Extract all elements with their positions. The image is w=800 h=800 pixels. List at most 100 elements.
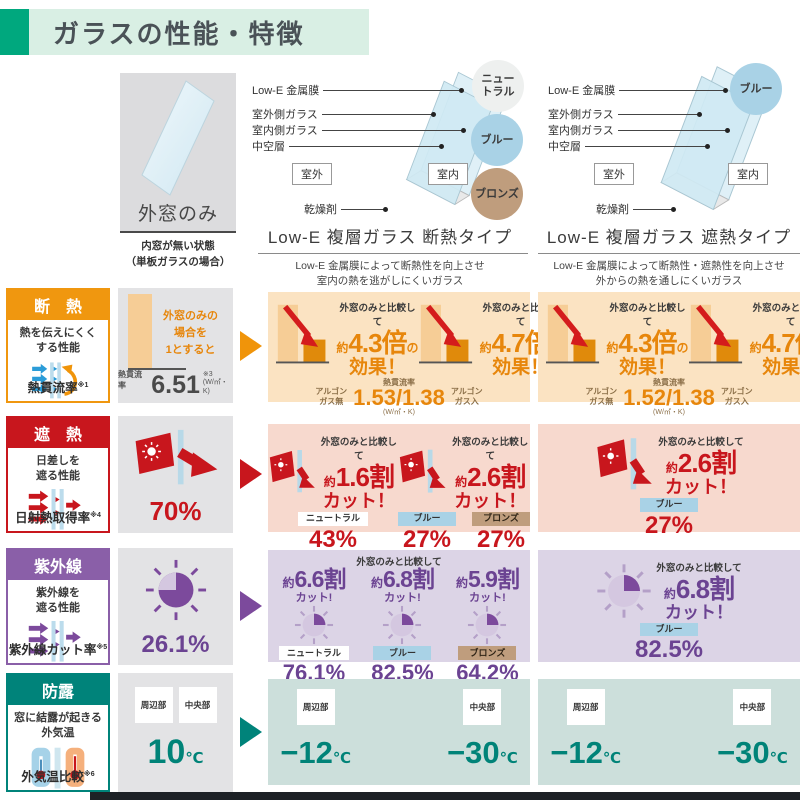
label-desiccant: 乾燥剤 (596, 201, 676, 217)
shgc-value: 27% (476, 525, 526, 553)
perimeter-label: 周辺部 (296, 689, 335, 725)
outside-box: 室外 (292, 163, 332, 185)
compare-label: 外窓のみと比較して (752, 303, 800, 328)
effect-groups: 外窓のみと比較して 約4.3倍の 効果！ 外窓のみと比較して 約4.7倍の 効果… (546, 300, 800, 379)
label-lowe-film: Low-E 金属膜 (548, 82, 728, 98)
unit-label: (W/㎡・K) (653, 408, 685, 416)
uv-cut-value: 64.2% (456, 659, 519, 685)
category-metric: 日射熱取得率※4 (15, 511, 101, 525)
cut-value: 約1.6割 (323, 462, 395, 492)
center-label: 中央部 (733, 689, 772, 725)
dew-temp: −30 (447, 735, 500, 770)
u-values: 1.52/1.38 (623, 384, 715, 410)
divider (538, 253, 800, 254)
leader-line (633, 206, 676, 212)
header-accent-square (0, 9, 29, 55)
uv-sun-pie-icon (468, 606, 507, 645)
leader-line (289, 143, 444, 149)
uv-sun-pie-icon (294, 606, 334, 645)
legend-blue: ブルー (471, 114, 523, 166)
effect-value: 約4.7倍の (749, 328, 800, 358)
category-desc: 日差しを 遮る性能 (36, 455, 80, 483)
baseline-note-line1: 内窓が無い状態 (141, 240, 215, 252)
u-value: 6.51 (151, 370, 200, 399)
compare-label: 外窓のみと比較して (656, 563, 742, 574)
u-value-line: アルゴン ガス無 熱貫流率 1.53/1.38 (W/㎡・K) アルゴン ガス入 (276, 377, 522, 416)
shgc-value: 27% (402, 525, 452, 553)
metric-label: 熱貫流率 (383, 377, 415, 387)
sun-arrow-glass-icon (135, 429, 217, 485)
leader-line (617, 111, 703, 117)
label-air-layer: 中空層 (252, 138, 444, 154)
bar-comparison-icon (419, 304, 473, 364)
cut-value: 約2.6割 (665, 448, 737, 478)
compare-label: 外窓のみと比較して (609, 303, 686, 328)
single-glass-icon (141, 80, 215, 196)
perimeter-label: 周辺部 (134, 687, 173, 723)
baseline-caption: 外窓のみの 場合を 1とすると (163, 310, 218, 357)
category-desc: 熱を伝えにくく する性能 (19, 327, 97, 355)
legend-bronze: ブロンズ (471, 168, 523, 220)
cut-word: カット！ (322, 491, 395, 511)
bar-comparison-icon (276, 304, 330, 364)
panel-insulation-type2: 外窓のみと比較して 約4.3倍の 効果！ 外窓のみと比較して 約4.7倍の 効果… (538, 292, 800, 416)
uv-item-bronze: 約5.9割 カット! ブロンズ 64.2% (455, 566, 520, 685)
dew-perimeter: 周辺部 −12℃ (550, 689, 621, 785)
chip-bronze: ブロンズ (472, 511, 530, 526)
baseline-glass-card: 外窓のみ 内窓が無い状態 （単板ガラスの場合） (120, 73, 236, 271)
uv-cut-value: 82.5% (634, 636, 704, 664)
effect-word: 効果！ (762, 357, 800, 378)
effect-item: 外窓のみと比較して 約4.3倍の 効果！ (276, 300, 419, 379)
page-title: ガラスの性能・特徴 (53, 18, 305, 49)
effect-item: 外窓のみと比較して 約4.7倍の 効果！ (689, 300, 800, 379)
sun-arrow-glass-icon (269, 449, 315, 493)
product1-title: Low-E 複層ガラス 断熱タイプ (267, 228, 513, 247)
cut-word: カット! (295, 592, 333, 604)
argon-with-label: アルゴン ガス入 (720, 387, 753, 407)
chip-blue: ブルー (640, 497, 698, 512)
legend-neutral: ニュー トラル (472, 60, 524, 112)
dew-center: 中央部 −30℃ (447, 689, 518, 785)
category-title: 遮 熱 (8, 418, 108, 448)
effect-word: 効果！ (618, 357, 676, 378)
chip-blue: ブルー (373, 646, 432, 660)
category-card-insulation: 断 熱 熱を伝えにくく する性能 熱貫流率※1 (6, 288, 110, 403)
category-card-shading: 遮 熱 日差しを 遮る性能 日射熱取得率※4 (6, 416, 110, 533)
label-inner-glass: 室内側ガラス (252, 122, 467, 138)
sun-arrow-glass-icon (399, 449, 446, 493)
category-metric: 紫外線カット率※5 (8, 643, 108, 657)
cut-value: 約5.9割 (455, 566, 520, 592)
center-label: 中央部 (178, 687, 217, 723)
effect-groups: 外窓のみと比較して 約4.3倍の 効果！ 外窓のみと比較して 約4.7倍の 効果… (276, 300, 562, 379)
category-metric: 外気温比較※6 (21, 770, 95, 784)
dew-temp: −12 (280, 735, 333, 770)
shgc-value: 27% (644, 511, 694, 539)
thermometers-icon (31, 747, 85, 789)
uv-arrows-icon (28, 620, 81, 662)
label-lowe-film: Low-E 金属膜 (252, 82, 464, 98)
inside-box: 室内 (428, 163, 468, 185)
uv-sun-pie-icon (597, 564, 652, 619)
chip-blue: ブルー (398, 511, 456, 526)
cut-value: 約6.8割 (663, 574, 735, 604)
baseline-label: 外窓のみ (137, 204, 218, 225)
argon-without-label: アルゴン ガス無 (315, 387, 348, 407)
unit-label: (W/㎡・K) (383, 408, 415, 416)
label-outer-glass: 室外側ガラス (548, 106, 703, 122)
compare-label: 外窓のみと比較して (482, 303, 559, 328)
uv-item-neutral: 約6.6割 カット! ニュートラル 76.1% (278, 568, 349, 684)
unit-group: ※3 (W/㎡・K) (202, 370, 228, 395)
diagram-shading-type: Low-E 金属膜 室外側ガラス 室内側ガラス 中空層 室外 室内 乾燥剤 Lo… (538, 62, 800, 294)
compare-label: 外窓のみと比較して (658, 437, 744, 448)
compare-label: 外窓のみと比較して (320, 437, 397, 462)
u-value-line: アルゴン ガス無 熱貫流率 1.52/1.38 (W/㎡・K) アルゴン ガス入 (546, 378, 792, 416)
compare-label: 外窓のみと比較して (356, 557, 442, 568)
effect-value: 約4.3倍の (336, 328, 419, 358)
arrow-right-purple (240, 591, 262, 621)
baseline-note-line2: （単板ガラスの場合） (125, 255, 231, 268)
bar-comparison-icon (546, 304, 600, 364)
leader-line (617, 127, 731, 133)
product2-desc: Low-E 金属膜によって断熱性・遮熱性を向上させ 外からの熱を通しにくいガラス (553, 260, 785, 288)
arrow-right-orange (240, 331, 262, 361)
